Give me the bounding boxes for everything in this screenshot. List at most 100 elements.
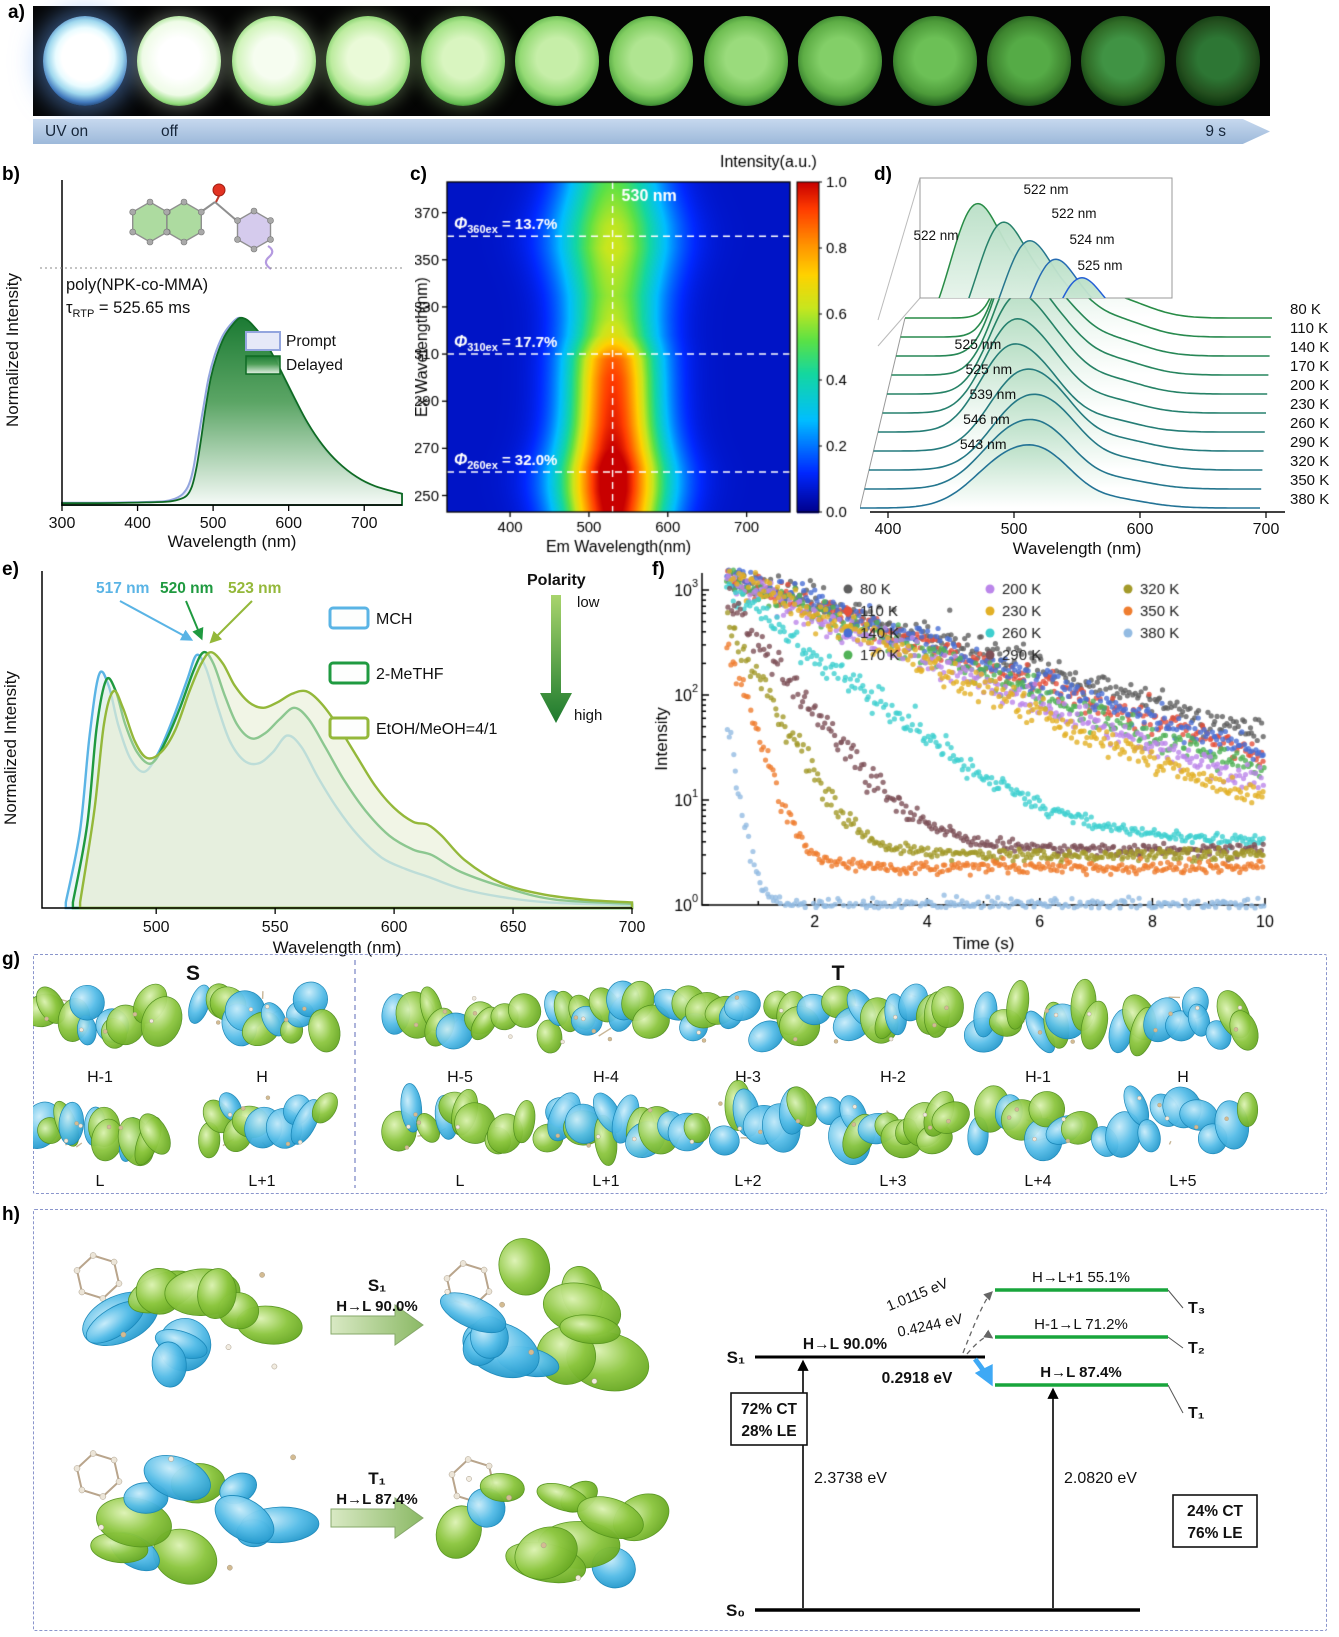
orbital-isosurface-large: [73, 1252, 303, 1388]
legend-label: MCH: [376, 611, 412, 628]
spectrum-EtOH/MeOH=4/1: [78, 650, 634, 910]
molecule-inset: [129, 183, 274, 270]
decay-curves-chart: [653, 555, 1280, 955]
glowing-vial: [1175, 16, 1260, 106]
t2-transition-label: H-1→L 71.2%: [1034, 1316, 1128, 1333]
spectrum-290K: [873, 368, 1264, 452]
orbital-label: L+5: [1169, 1173, 1196, 1190]
legend-swatch-EtOH/MeOH=4/1: [328, 716, 370, 740]
uv-timeline-arrow: UV on off 9 s: [33, 119, 1270, 144]
legend-label: EtOH/MeOH=4/1: [376, 721, 497, 738]
t1-transition-label: H→L 87.4%: [1040, 1364, 1121, 1381]
peak-wavelength-label: 525 nm: [955, 336, 1002, 352]
temperature-waterfall-chart: 80 K 110 K 140 K 170 K 200 K 230 K 260 K 290 K 3…: [860, 177, 1329, 558]
orbital-label: H-1: [87, 1069, 113, 1086]
x-tick-label: 700: [619, 919, 646, 936]
orbital-label: L+1: [248, 1173, 275, 1190]
orbital-isosurface-large: [73, 1450, 320, 1585]
uv-off-label: off: [161, 123, 178, 140]
orbital-isosurface: [671, 985, 832, 1053]
spectrum-320K: [869, 393, 1263, 471]
peak-wavelength-label: 543 nm: [960, 436, 1007, 452]
orbital-label: L: [456, 1173, 465, 1190]
isc-arrow-t2: [966, 1329, 994, 1355]
panel-label-c: c): [410, 164, 427, 185]
polarity-arrow: [540, 595, 572, 723]
orbital-isosurface: [536, 980, 691, 1054]
solvent-spectra-chart: 500 550 600 650 700 Wavelength (nm) Normalized…: [1, 571, 646, 957]
panel-label-d: d): [874, 164, 892, 185]
x-tick-label: 600: [381, 919, 408, 936]
panel-label-b: b): [2, 164, 20, 185]
ct-le-box-t1-text: 76% LE: [1187, 1525, 1242, 1542]
glowing-vial: [703, 16, 788, 106]
y-axis-label: Normalized Intensity: [3, 273, 22, 428]
orbital-isosurface-large: [440, 1238, 650, 1392]
orbital-label: L+3: [879, 1173, 906, 1190]
t3-transition-label: H→L+1 55.1%: [1032, 1269, 1130, 1286]
polymer-name: poly(NPK-co-MMA): [66, 276, 208, 294]
orbital-isosurface: [821, 983, 964, 1044]
orbital-label: H-1: [1025, 1069, 1051, 1086]
prompt-delayed-spectra-chart: 300 400 500 600 700 Wavelength (nm) Normalized…: [3, 180, 404, 551]
orbital-label: H: [1177, 1069, 1189, 1086]
glowing-vial: [515, 16, 600, 106]
glowing-vial: [987, 16, 1072, 106]
inset-peak-label: 525 nm: [1077, 258, 1122, 273]
s1-energy-value: 2.3738 eV: [814, 1470, 887, 1487]
peak-wavelength-label: 539 nm: [969, 386, 1016, 402]
glowing-vial: [137, 16, 222, 106]
x-axis-label: Wavelength (nm): [1013, 539, 1142, 558]
panel-label-g: g): [2, 949, 20, 970]
orbital-label: L: [96, 1173, 105, 1190]
t3-state-label: T₃: [1188, 1300, 1205, 1317]
lifetime-value: τRTP = 525.65 ms: [66, 299, 190, 320]
x-tick-label: 600: [1127, 521, 1154, 538]
legend-label-delayed: Delayed: [286, 357, 343, 374]
gap-s1-t3: 1.0115 eV: [884, 1276, 951, 1315]
section-title-t: T: [832, 962, 845, 985]
end-time-label: 9 s: [1205, 123, 1226, 140]
t1-energy-value: 2.0820 eV: [1064, 1470, 1137, 1487]
ct-le-box-s1-text: 28% LE: [741, 1423, 796, 1440]
orbital-isosurface: [1108, 986, 1259, 1057]
x-axis-label: Wavelength (nm): [273, 938, 402, 957]
x-tick-label: 500: [143, 919, 170, 936]
x-tick-label: 500: [200, 515, 227, 532]
x-tick-label: 550: [262, 919, 289, 936]
temperature-label: 110 K: [1290, 320, 1328, 337]
ct-le-box-t1: [1172, 1494, 1258, 1548]
orbital-isosurface: [1105, 1085, 1259, 1158]
orbital-label: L+1: [592, 1173, 619, 1190]
s1-transition-label: H→L 90.0%: [803, 1336, 887, 1353]
spectrum-350K: [864, 418, 1262, 490]
gap-s1-t1: 0.2918 eV: [882, 1370, 953, 1387]
glowing-vial: [43, 16, 127, 106]
spectrum-260K: [878, 343, 1265, 433]
peak-annotation: 517 nm: [96, 580, 149, 597]
x-tick-label: 500: [1001, 521, 1028, 538]
transition-arrow: [330, 1497, 424, 1539]
panel-label-a: a): [8, 2, 25, 23]
x-axis-label: Wavelength (nm): [168, 532, 297, 551]
peak-annotation: 520 nm: [160, 580, 213, 597]
t2-state-label: T₂: [1188, 1340, 1205, 1357]
panel-label-e: e): [2, 559, 19, 580]
s1-state-label: S₁: [727, 1348, 745, 1367]
legend-label-prompt: Prompt: [286, 333, 337, 350]
inset-peak-label: 522 nm: [913, 228, 958, 243]
x-tick-label: 400: [875, 521, 902, 538]
orbital-isosurface: [198, 1092, 338, 1159]
orbital-isosurface: [381, 986, 542, 1050]
x-tick-label: 600: [275, 515, 302, 532]
isc-arrow-t3: [962, 1291, 993, 1354]
inset-peak-label: 522 nm: [1023, 182, 1068, 197]
x-tick-label: 650: [500, 919, 527, 936]
orbital-isosurface: [667, 1080, 818, 1156]
ct-le-box-t1-text: 24% CT: [1187, 1503, 1244, 1520]
inset-peak-label: 524 nm: [1069, 232, 1114, 247]
x-tick-label: 400: [124, 515, 151, 532]
transition-arrow: [330, 1304, 424, 1346]
polarity-high: high: [574, 707, 602, 724]
